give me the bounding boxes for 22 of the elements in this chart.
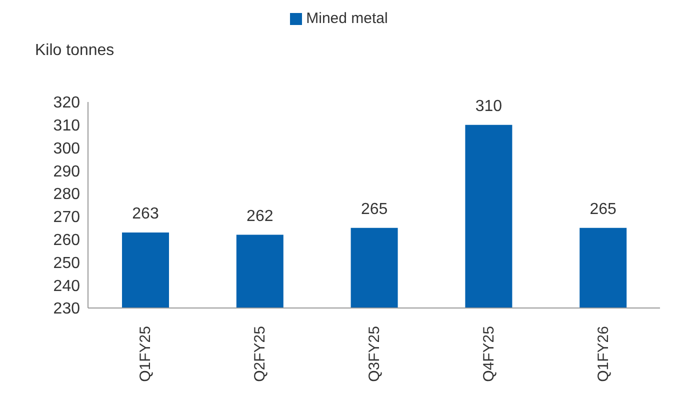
y-tick-label: 260 [53,232,80,250]
y-tick-label: 230 [53,300,80,318]
x-tick-label: Q4FY25 [480,326,498,382]
legend-label: Mined metal [306,10,388,27]
x-tick-label: Q3FY25 [366,326,383,382]
x-tick-label: Q1FY25 [137,326,154,382]
x-tick-label: Q1FY26 [594,326,612,382]
x-tick-label: Q2FY25 [252,326,269,382]
y-tick-label: 280 [53,186,80,204]
y-tick-label: 320 [53,94,80,112]
data-label: 265 [360,200,388,218]
data-label: 263 [132,205,159,222]
data-label: 310 [475,98,502,115]
y-tick-label: 300 [53,140,80,158]
y-axis-title: Kilo tonnes [35,42,114,60]
data-label: 265 [590,200,617,218]
y-tick-label: 270 [53,209,80,226]
y-tick-label: 290 [53,163,80,180]
y-tick-label: 310 [53,118,80,135]
y-tick-label: 250 [53,254,80,272]
y-tick-label: 240 [53,278,80,295]
data-label: 262 [246,208,274,225]
